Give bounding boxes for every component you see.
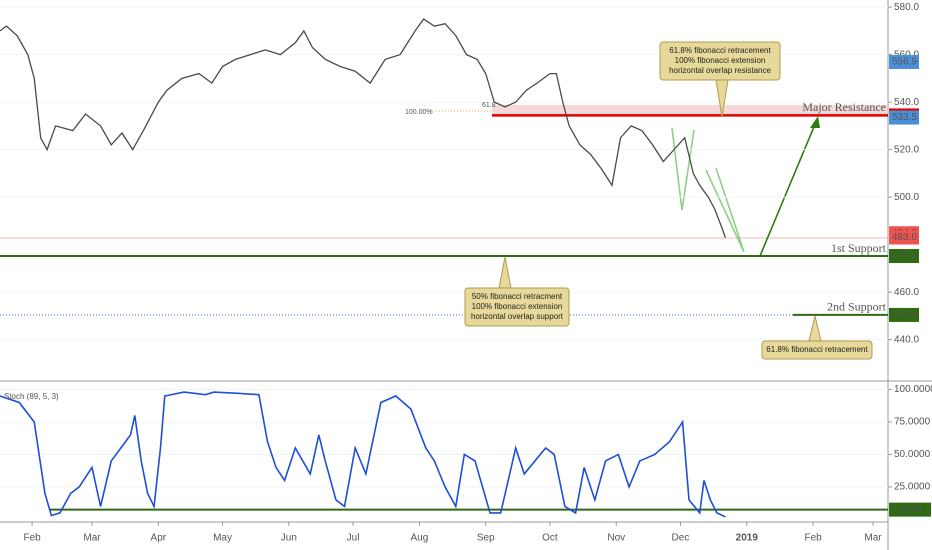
- x-tick-label: May: [213, 533, 232, 544]
- callout-box: [761, 340, 873, 360]
- callout-text: 100% fibonacci extension: [472, 302, 563, 311]
- price-badge-label: 450.4: [892, 310, 917, 321]
- x-tick-label: 2019: [736, 533, 759, 544]
- y-tick-label: 580.0: [894, 2, 919, 13]
- x-tick-label: Nov: [607, 533, 625, 544]
- price-badge-label: 556.9: [892, 57, 917, 68]
- arrow: [671, 127, 695, 211]
- y-tick-label: 100.0000: [894, 384, 932, 395]
- level-label: 1st Support: [831, 241, 887, 255]
- y-tick-label: 520.0: [894, 144, 919, 155]
- y-tick-label: 25.0000: [894, 482, 931, 493]
- price-badge: [889, 110, 919, 125]
- x-tick-label: Jul: [347, 533, 360, 544]
- fib-label: 61.8: [482, 102, 496, 109]
- indicator-name: Stoch (89, 5, 3): [4, 392, 59, 401]
- series-line: [0, 18, 726, 238]
- callout-text: 50% fibonacci retracment: [472, 292, 563, 301]
- y-tick-label: 500.0: [894, 192, 919, 203]
- callout-text: 61.8% fibonacci retracement: [766, 345, 868, 354]
- price-badge: [889, 307, 919, 322]
- x-tick-label: Oct: [542, 533, 558, 544]
- fib-zone: [492, 105, 888, 115]
- price-badge: [889, 54, 919, 69]
- series-line: [0, 391, 726, 518]
- price-badge-label: 475.2: [892, 251, 917, 262]
- y-tick-label: 460.0: [894, 287, 919, 298]
- y-tick-label: 75.0000: [894, 417, 931, 428]
- value-badge-label: 7.5230: [892, 504, 923, 515]
- y-tick-label: 440.0: [894, 334, 919, 345]
- x-tick-label: Feb: [23, 533, 41, 544]
- price-badge-label: 533.5: [892, 112, 917, 123]
- callout-text: horizontal overlap resistance: [669, 66, 771, 75]
- callout-text: horizontal overlap support: [471, 312, 564, 321]
- y-tick-label: 540.0: [894, 97, 919, 108]
- x-tick-label: Mar: [864, 533, 882, 544]
- callout-box: [464, 287, 570, 327]
- price-badge: [889, 249, 919, 264]
- value-badge: [889, 502, 931, 517]
- price-badge-label: 483.0: [892, 232, 917, 243]
- y-tick-label: 50.0000: [894, 449, 931, 460]
- arrow: [759, 121, 817, 257]
- fib-label: 100.00%: [405, 109, 433, 116]
- x-tick-label: Aug: [410, 533, 428, 544]
- level-label: 2nd Support: [827, 300, 887, 314]
- x-tick-label: Mar: [83, 533, 101, 544]
- callout: 61.8% fibonacci retracement: [761, 315, 873, 360]
- x-tick-label: Feb: [804, 533, 822, 544]
- price-badge: [889, 230, 919, 245]
- y-tick-label: 560.0: [894, 49, 919, 60]
- level-label: Major Resistance: [802, 100, 886, 114]
- callout-box: [659, 41, 781, 81]
- x-tick-label: Sep: [477, 533, 495, 544]
- x-tick-label: Apr: [151, 533, 167, 544]
- arrow-head: [810, 116, 820, 128]
- x-tick-label: Jun: [281, 533, 297, 544]
- callout-text: 61.8% fibonacci retracement: [669, 46, 771, 55]
- x-tick-label: Dec: [672, 533, 690, 544]
- callout-text: 100% fibonacci extension: [675, 56, 766, 65]
